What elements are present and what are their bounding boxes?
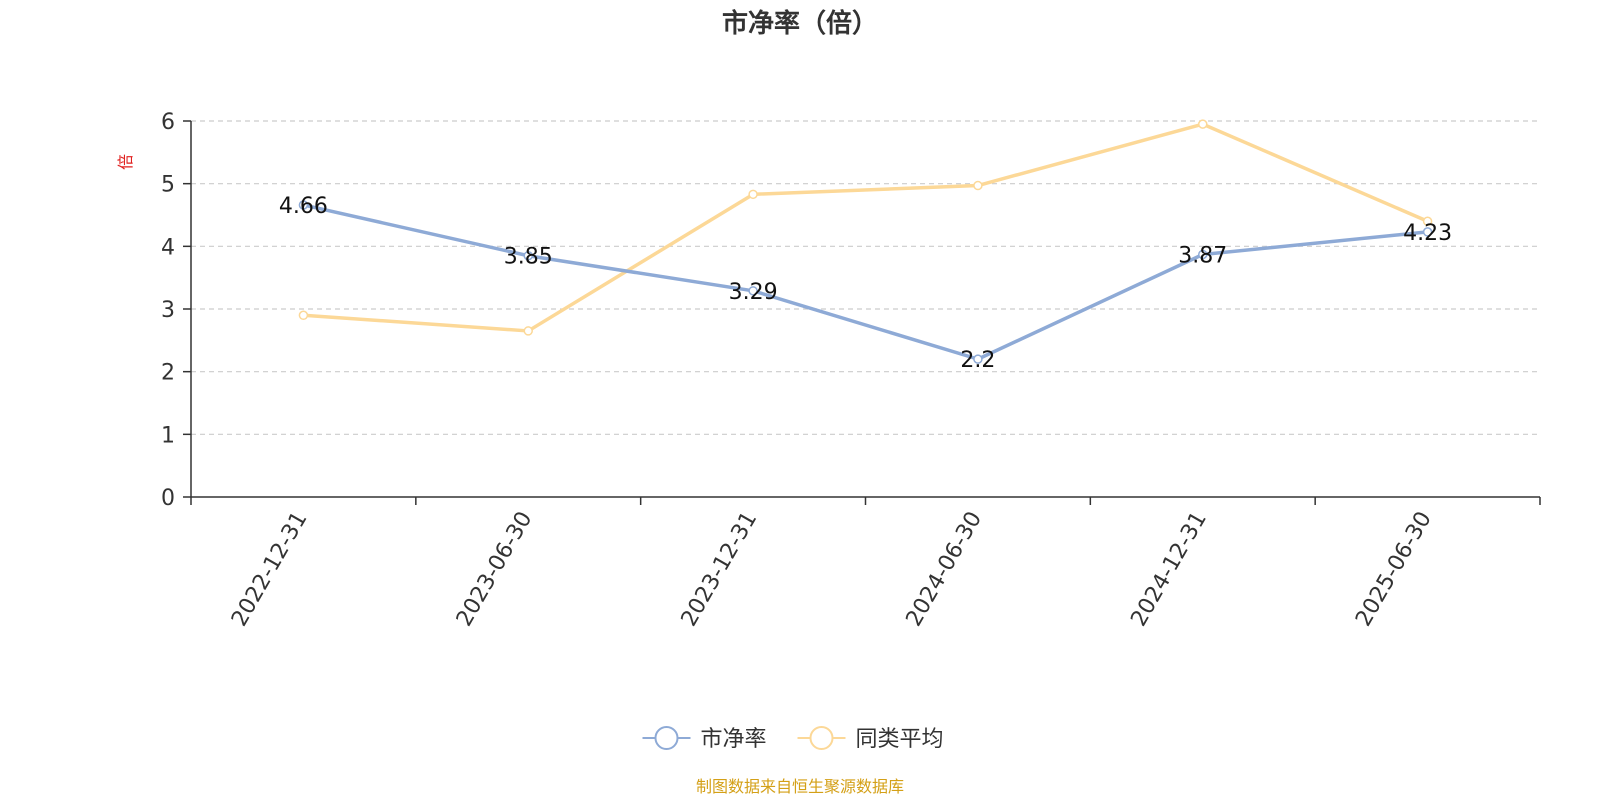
chart-title: 市净率（倍）: [722, 8, 878, 39]
legend: 市净率 同类平均: [642, 726, 944, 752]
x-tick-label: 2023-12-31: [677, 508, 763, 631]
legend-item[interactable]: 市净率: [642, 726, 767, 752]
legend-marker: [809, 726, 834, 750]
y-tick-label: 2: [161, 361, 175, 386]
legend-label: 同类平均: [856, 727, 944, 752]
x-tick-label: 2024-12-31: [1126, 508, 1212, 631]
series-line: [303, 122, 1429, 333]
x-tick-label: 2025-06-30: [1351, 508, 1437, 631]
y-tick-label: 5: [161, 173, 175, 198]
source-note: 制图数据来自恒生聚源数据库: [696, 777, 904, 796]
legend-item[interactable]: 同类平均: [797, 726, 944, 752]
data-label: 2.2: [960, 348, 995, 373]
data-point: [523, 250, 533, 261]
data-label: 3.29: [729, 280, 778, 305]
data-point: [973, 180, 983, 191]
data-label: 3.87: [1178, 243, 1227, 268]
data-point: [973, 354, 983, 364]
series-lines: [298, 119, 1433, 364]
data-label: 4.23: [1403, 221, 1452, 246]
x-tick-label: 2024-06-30: [902, 508, 988, 631]
legend-label: 市净率: [701, 727, 767, 752]
data-point: [748, 189, 758, 200]
grid-lines: [191, 120, 1540, 435]
series-line: [303, 203, 1428, 361]
data-point: [1198, 119, 1208, 129]
data-point: [1198, 249, 1208, 260]
y-tick-label: 4: [161, 235, 175, 260]
data-labels: 4.66 3.85 3.29 2.2 3.87 4.23: [279, 194, 1452, 373]
data-point: [1422, 216, 1433, 227]
data-point: [298, 200, 309, 210]
data-point: [1422, 227, 1433, 237]
data-point: [523, 326, 533, 336]
y-tick-label: 1: [161, 423, 175, 448]
axes: 0 1 2 3 4 5 6 2022-12-31 2023-06-30 2023-12-31 202…: [161, 110, 1541, 631]
y-tick-label: 0: [161, 486, 175, 511]
x-tick-label: 2022-12-31: [227, 508, 313, 631]
legend-marker: [654, 726, 679, 750]
data-point: [298, 310, 309, 321]
y-axis-unit-label: 倍: [116, 154, 135, 170]
y-tick-label: 6: [161, 110, 175, 135]
data-label: 3.85: [504, 245, 553, 270]
y-tick-label: 3: [161, 298, 175, 323]
data-label: 4.66: [279, 194, 328, 219]
x-tick-label: 2023-06-30: [452, 508, 538, 631]
data-point: [748, 286, 758, 296]
